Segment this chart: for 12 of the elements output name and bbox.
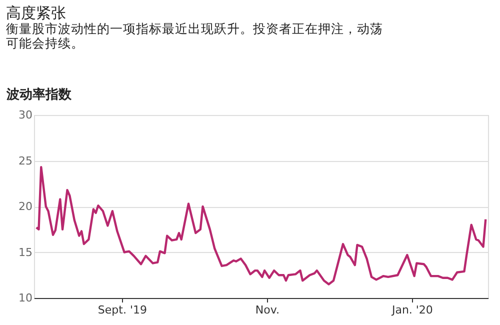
y-tick-label: 25: [18, 154, 32, 168]
x-tick-label: Sept. '19: [98, 304, 147, 316]
y-tick-label: 10: [18, 292, 32, 304]
line-series: [35, 166, 487, 286]
chart-subtitle: 衡量股市波动性的一项指标最近出现跃升。投资者正在押注，动荡可能会持续。: [6, 21, 383, 50]
y-tick-label: 15: [18, 246, 32, 259]
x-tick-label: Jan. '20: [390, 304, 433, 316]
x-tick-label: Nov.: [255, 304, 280, 316]
y-tick-label: 30: [18, 108, 32, 122]
chart-title: 高度紧张: [6, 4, 66, 22]
y-tick-label: 20: [18, 200, 32, 213]
y-axis-title: 波动率指数: [6, 86, 72, 102]
